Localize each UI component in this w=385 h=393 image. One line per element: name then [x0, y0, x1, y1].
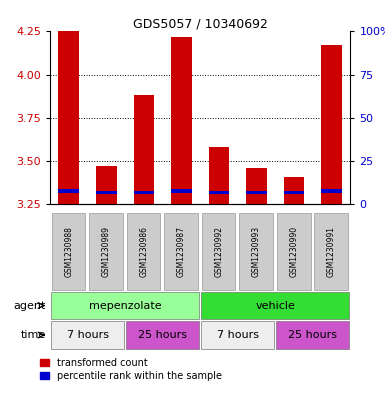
Text: GSM1230989: GSM1230989 — [102, 226, 111, 277]
Text: GSM1230986: GSM1230986 — [139, 226, 148, 277]
FancyBboxPatch shape — [239, 213, 273, 290]
Bar — [246, 191, 267, 194]
Bar — [171, 37, 192, 204]
Bar — [284, 177, 305, 204]
Text: GSM1230992: GSM1230992 — [214, 226, 223, 277]
FancyBboxPatch shape — [51, 321, 124, 349]
Bar — [59, 31, 79, 204]
Bar — [134, 191, 154, 194]
Text: agent: agent — [14, 301, 46, 310]
Bar — [96, 166, 117, 204]
Bar — [59, 189, 79, 193]
Text: mepenzolate: mepenzolate — [89, 301, 161, 310]
FancyBboxPatch shape — [201, 321, 274, 349]
FancyBboxPatch shape — [201, 292, 349, 319]
Text: GSM1230993: GSM1230993 — [252, 226, 261, 277]
Bar — [171, 189, 192, 193]
Legend: transformed count, percentile rank within the sample: transformed count, percentile rank withi… — [36, 354, 226, 385]
Text: GSM1230991: GSM1230991 — [327, 226, 336, 277]
Bar — [246, 168, 267, 204]
FancyBboxPatch shape — [276, 321, 349, 349]
Text: 7 hours: 7 hours — [217, 330, 259, 340]
Bar — [321, 189, 342, 193]
FancyBboxPatch shape — [89, 213, 123, 290]
Bar — [209, 147, 229, 204]
Bar — [284, 191, 305, 194]
FancyBboxPatch shape — [52, 213, 85, 290]
FancyBboxPatch shape — [51, 292, 199, 319]
Bar — [134, 95, 154, 204]
Text: 7 hours: 7 hours — [67, 330, 109, 340]
Text: 25 hours: 25 hours — [288, 330, 337, 340]
Text: vehicle: vehicle — [255, 301, 295, 310]
FancyBboxPatch shape — [314, 213, 348, 290]
FancyBboxPatch shape — [202, 213, 236, 290]
Text: GSM1230990: GSM1230990 — [290, 226, 298, 277]
Text: time: time — [21, 330, 46, 340]
Text: 25 hours: 25 hours — [138, 330, 187, 340]
Bar — [321, 45, 342, 204]
FancyBboxPatch shape — [164, 213, 198, 290]
Bar — [96, 191, 117, 194]
Text: GSM1230988: GSM1230988 — [64, 226, 73, 277]
FancyBboxPatch shape — [127, 213, 161, 290]
Text: GSM1230987: GSM1230987 — [177, 226, 186, 277]
Bar — [209, 191, 229, 194]
Title: GDS5057 / 10340692: GDS5057 / 10340692 — [133, 17, 268, 30]
FancyBboxPatch shape — [277, 213, 311, 290]
FancyBboxPatch shape — [126, 321, 199, 349]
